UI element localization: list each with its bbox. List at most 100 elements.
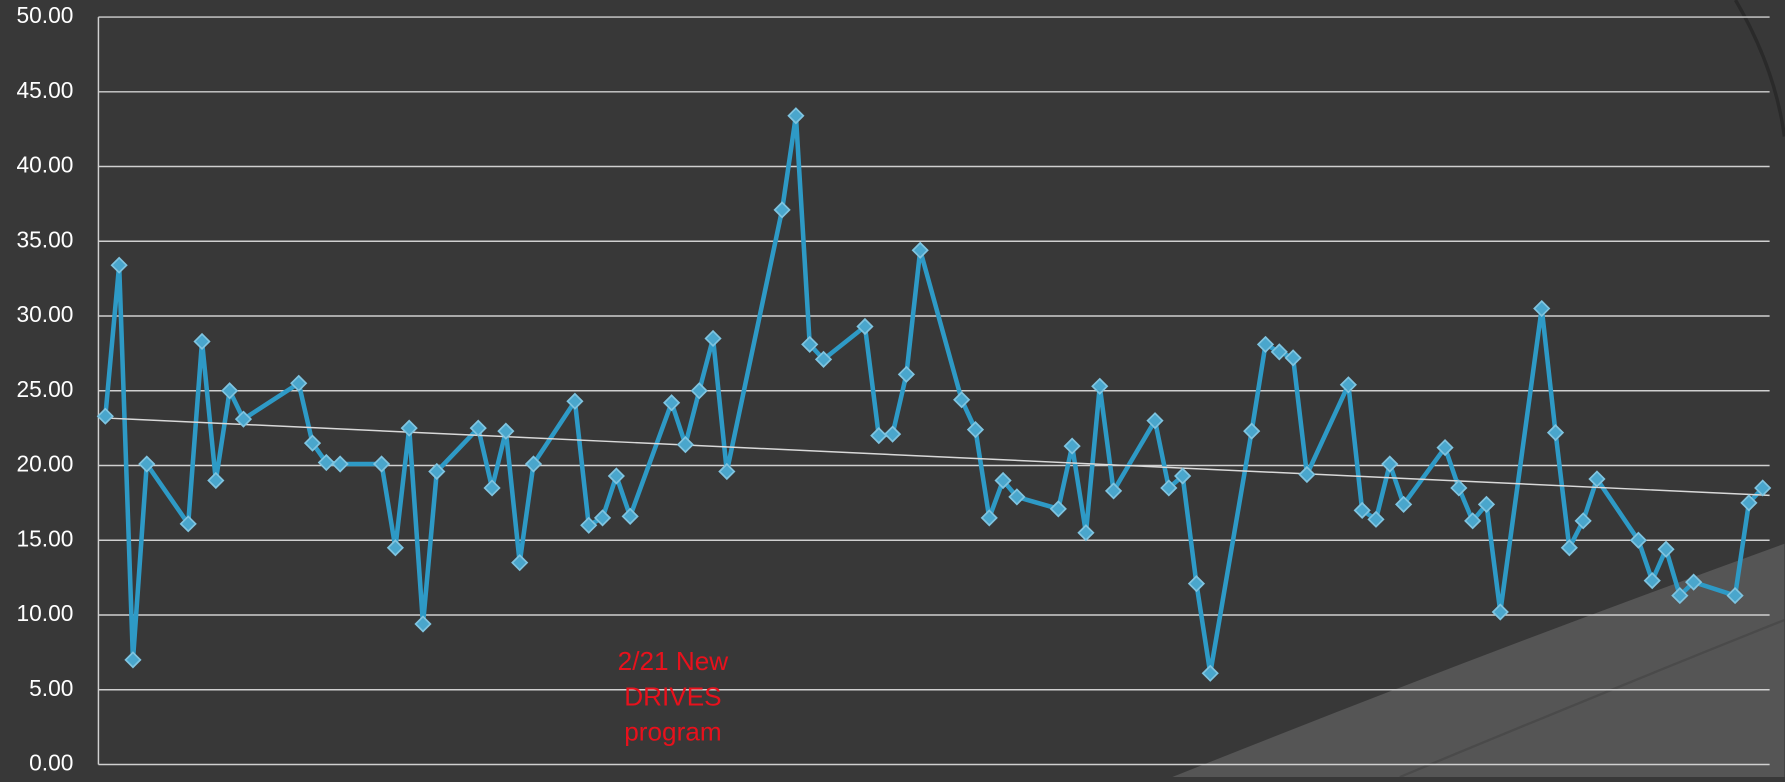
data-point [207, 471, 225, 490]
data-point [566, 392, 584, 410]
data-point [911, 241, 929, 259]
data-point [524, 455, 543, 473]
data-point [1256, 335, 1275, 354]
data-point [1629, 531, 1648, 549]
data-point [704, 329, 722, 348]
data-point [428, 462, 446, 481]
data-point [511, 554, 529, 572]
data-point [1353, 501, 1371, 519]
data-point [1174, 467, 1192, 485]
data-point [773, 201, 791, 219]
data-point [290, 374, 308, 392]
data-point [690, 382, 708, 400]
data-point [1574, 512, 1592, 530]
data-point [1560, 539, 1578, 557]
data-point [1146, 412, 1164, 430]
data-point [331, 455, 349, 473]
data-point [1381, 455, 1399, 473]
data-point [1104, 482, 1123, 500]
data-point [994, 471, 1012, 490]
data-point [1477, 495, 1496, 513]
y-tick-label: 20.00 [16, 451, 73, 477]
data-point [96, 407, 114, 425]
y-tick-label: 25.00 [16, 376, 73, 402]
data-point [718, 462, 736, 481]
data-point [234, 410, 253, 428]
data-point [814, 350, 833, 368]
data-point [580, 516, 598, 534]
data-point [1284, 349, 1302, 367]
data-point [110, 256, 128, 274]
data-point [372, 455, 391, 473]
data-point [1367, 510, 1385, 528]
data-point [179, 515, 197, 533]
data-point [1450, 479, 1468, 497]
data-point [221, 382, 239, 400]
data-point [1726, 586, 1744, 605]
y-tick-label: 10.00 [16, 600, 73, 626]
data-point [1685, 573, 1703, 591]
decor-arc [1399, 618, 1785, 779]
data-point [1160, 479, 1178, 497]
data-point [1671, 586, 1689, 605]
data-point [980, 509, 998, 527]
data-point [1077, 524, 1095, 542]
data-point [400, 419, 418, 437]
annotation: program [624, 717, 721, 747]
data-point [953, 391, 971, 409]
y-tick-label: 50.00 [16, 2, 73, 28]
data-point [497, 422, 515, 440]
y-tick-label: 0.00 [29, 750, 73, 776]
annotation: 2/21 New [618, 646, 729, 676]
data-point [1395, 495, 1413, 513]
data-point [593, 509, 612, 527]
y-tick-label: 45.00 [16, 77, 73, 103]
data-point [317, 453, 335, 472]
annotation: DRIVES [624, 681, 721, 711]
data-point [1201, 664, 1219, 682]
data-point [676, 435, 695, 454]
data-point [663, 394, 681, 412]
data-point [856, 317, 874, 336]
y-tick-label: 30.00 [16, 301, 73, 327]
data-point [124, 651, 142, 669]
decor-arc [1734, 0, 1785, 137]
data-point [1063, 437, 1081, 455]
data-point [1643, 572, 1661, 590]
data-point [1270, 343, 1288, 361]
data-point [1436, 438, 1454, 457]
y-tick-label: 5.00 [29, 675, 73, 701]
y-tick-label: 35.00 [16, 226, 73, 252]
data-point [1008, 488, 1026, 506]
data-point [1754, 479, 1772, 497]
data-point [1740, 494, 1758, 512]
data-point [787, 107, 805, 125]
data-point [138, 455, 156, 473]
data-point [1339, 376, 1357, 394]
data-point [1546, 424, 1565, 442]
data-point [1533, 299, 1551, 318]
data-point [1491, 603, 1509, 621]
data-point [303, 434, 322, 452]
data-point [966, 421, 985, 439]
data-point [193, 332, 211, 351]
data-point [1091, 377, 1109, 395]
data-point [1187, 575, 1206, 593]
trend-line [98, 416, 1770, 497]
data-point [607, 467, 625, 485]
data-point [801, 335, 819, 354]
y-tick-label: 15.00 [16, 525, 73, 551]
data-point [386, 539, 404, 557]
decor-swoosh [1172, 543, 1785, 777]
data-point [1049, 500, 1067, 518]
data-point [621, 507, 639, 525]
data-point [1298, 465, 1316, 484]
data-point [1657, 540, 1675, 558]
data-point [897, 365, 916, 383]
data-point [883, 425, 902, 443]
data-point [1464, 512, 1482, 530]
data-point [469, 419, 487, 437]
y-tick-label: 40.00 [16, 152, 73, 178]
